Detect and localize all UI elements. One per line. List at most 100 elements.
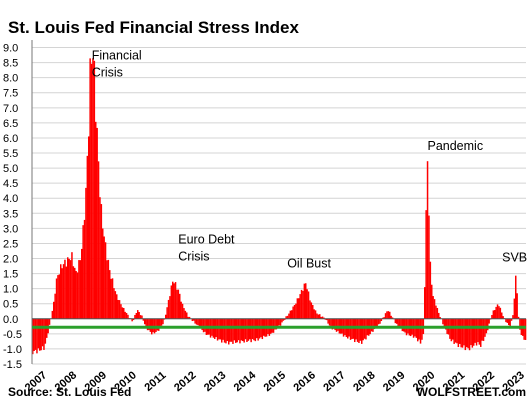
- stress-bar: [62, 264, 65, 319]
- stress-bar: [167, 299, 170, 319]
- stress-bar: [194, 318, 196, 324]
- stress-bar: [218, 318, 220, 340]
- stress-bar: [394, 318, 397, 324]
- stress-bar: [313, 309, 315, 319]
- stress-bar: [400, 318, 402, 328]
- stress-bar: [249, 318, 251, 340]
- stress-bar: [88, 136, 90, 319]
- stress-bar: [193, 318, 195, 321]
- stress-bar: [225, 318, 227, 344]
- stress-bar: [432, 296, 434, 319]
- stress-bar: [74, 267, 76, 319]
- stress-bar: [481, 318, 483, 341]
- stress-bar: [523, 318, 525, 340]
- chart-title: St. Louis Fed Financial Stress Index: [8, 18, 300, 37]
- stress-bar: [69, 260, 72, 319]
- stress-bar: [470, 318, 472, 346]
- stress-bar: [121, 307, 124, 319]
- x-tick-label: 2017: [321, 369, 347, 394]
- stress-bar: [303, 283, 306, 319]
- stress-bar: [110, 278, 112, 319]
- stress-bar: [33, 318, 35, 351]
- stress-bar: [380, 318, 383, 321]
- stress-bar: [356, 318, 359, 342]
- x-tick-label: 2013: [202, 369, 228, 394]
- stress-bar: [239, 318, 241, 344]
- stress-bar: [246, 318, 248, 343]
- stress-bar: [377, 318, 380, 325]
- stress-bar: [386, 311, 388, 319]
- stress-bar: [429, 261, 432, 319]
- y-tick-label: 1.0: [3, 284, 18, 296]
- stress-bar: [384, 313, 387, 319]
- y-tick-label: 0.5: [3, 299, 18, 311]
- stress-bar: [477, 318, 479, 343]
- stress-bar: [317, 314, 320, 319]
- stress-bar: [235, 318, 237, 343]
- stress-bar: [222, 318, 224, 340]
- stress-bar: [57, 275, 59, 319]
- stress-bar: [135, 312, 138, 319]
- stress-bar: [104, 242, 107, 319]
- stress-bar: [197, 318, 199, 326]
- stress-bar: [109, 270, 111, 319]
- y-tick-label: 4.0: [3, 193, 18, 205]
- stress-bar: [296, 298, 299, 319]
- stress-bar: [36, 318, 38, 354]
- stress-bar: [198, 318, 201, 329]
- stress-bar: [282, 318, 285, 321]
- stress-bar: [221, 318, 223, 343]
- stress-bar: [398, 318, 401, 329]
- stress-bar: [473, 318, 475, 346]
- stress-bar: [58, 274, 61, 319]
- stress-bar: [37, 318, 40, 349]
- stress-bar: [419, 318, 422, 344]
- y-tick-label: 7.5: [3, 88, 18, 100]
- stress-bar: [454, 318, 457, 343]
- y-tick-label: 5.5: [3, 148, 18, 160]
- stress-bar: [480, 318, 482, 347]
- stress-bar: [81, 248, 83, 319]
- annotation: Pandemic: [427, 139, 483, 153]
- stress-bar: [471, 318, 474, 348]
- annotation-line: Euro Debt: [178, 232, 235, 246]
- stress-bar: [379, 318, 381, 324]
- stress-bar: [202, 318, 205, 333]
- stress-bar: [145, 318, 147, 327]
- stress-bar: [396, 318, 398, 324]
- stress-bar: [95, 121, 97, 319]
- stress-bar: [244, 318, 247, 340]
- stress-bar: [274, 318, 276, 330]
- stress-bar: [71, 252, 73, 319]
- annotation: SVB: [502, 251, 527, 265]
- stress-bar: [34, 318, 37, 350]
- stress-bar: [333, 318, 335, 329]
- stress-bar: [242, 318, 244, 342]
- y-tick-label: 6.5: [3, 118, 18, 130]
- stress-bar: [501, 312, 503, 319]
- stress-bar: [438, 312, 440, 319]
- stress-bar: [67, 257, 69, 319]
- annotations-group: Financial Crisis Euro Debt Crisis Oil Bust Pa…: [92, 49, 527, 271]
- stress-bar: [233, 318, 236, 341]
- stress-bar: [204, 318, 206, 332]
- y-tick-label: 2.0: [3, 254, 18, 266]
- stress-bar: [468, 318, 471, 351]
- stress-bar: [257, 318, 259, 341]
- stress-bar: [307, 291, 310, 319]
- stress-bar: [236, 318, 238, 343]
- stress-bar: [160, 318, 163, 326]
- x-tick-label: 2014: [232, 369, 259, 394]
- stress-bar: [435, 305, 437, 319]
- stress-bar: [417, 318, 419, 342]
- stress-bar: [383, 317, 385, 319]
- stress-bar: [60, 264, 62, 319]
- stress-bar: [487, 318, 489, 331]
- stress-bar: [165, 314, 167, 319]
- stress-bar: [335, 318, 338, 332]
- stress-bar: [138, 312, 140, 319]
- stress-bar: [293, 304, 296, 319]
- stress-bar: [277, 318, 279, 328]
- stress-bar: [512, 315, 514, 319]
- stress-bar: [177, 289, 180, 319]
